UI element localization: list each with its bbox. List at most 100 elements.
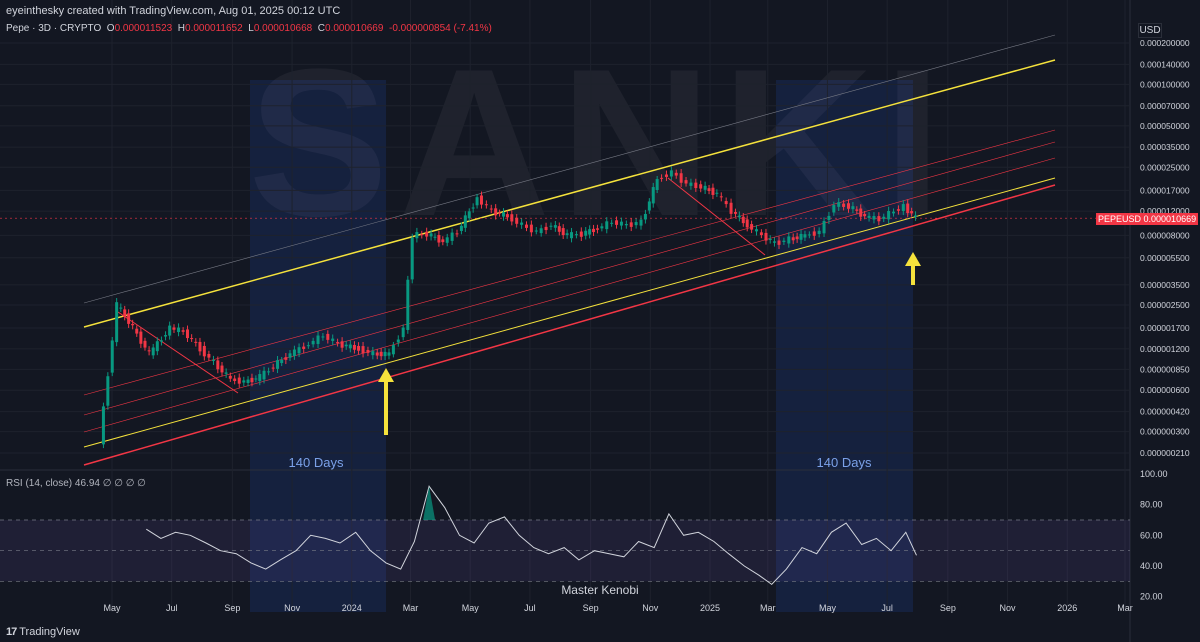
rsi-tick-label: 60.00	[1140, 530, 1163, 540]
tv-brand-label: TradingView	[19, 626, 80, 638]
time-tick-label: Sep	[583, 603, 599, 613]
candle-body	[822, 221, 826, 234]
candle-body	[505, 214, 509, 218]
trendline-layer	[0, 34, 1130, 466]
candle-body	[172, 327, 176, 330]
symbol-label[interactable]: Pepe · 3D · CRYPTO	[6, 23, 102, 34]
candle-body	[316, 335, 320, 344]
signature-label: Master Kenobi	[561, 583, 638, 597]
candle-body	[396, 339, 400, 343]
decline-arrow-line-1	[117, 311, 239, 394]
high-value: 0.000011652	[185, 23, 243, 34]
price-tick-label: 0.000005500	[1140, 253, 1190, 263]
candle-body	[832, 205, 836, 213]
price-tick-label: 0.000017000	[1140, 185, 1190, 195]
candle-body	[371, 351, 375, 356]
open-label: O	[106, 23, 115, 34]
candle-body	[366, 349, 370, 353]
candle-body	[101, 406, 105, 445]
days-label-left: 140 Days	[289, 455, 344, 470]
candle-body	[429, 233, 433, 237]
candle-body	[228, 375, 232, 379]
candle-body	[561, 228, 565, 236]
candle-body	[745, 219, 749, 228]
candle-body	[539, 228, 543, 234]
candle-body	[906, 203, 910, 214]
candle-body	[151, 347, 155, 356]
candle-body	[699, 184, 703, 189]
price-tick-label: 0.000100000	[1140, 79, 1190, 89]
candle-body	[271, 367, 275, 369]
axes-layer: 0.000200000 0.000140000 0.000100000 0.00007…	[103, 38, 1189, 613]
candle-body	[202, 345, 206, 357]
price-tick-label: 0.000001700	[1140, 323, 1190, 333]
candle-body	[127, 313, 131, 324]
candle-body	[190, 338, 194, 340]
candle-body	[624, 224, 628, 226]
yellow-arrow-head	[905, 252, 921, 266]
decline-arrow-line-2	[667, 177, 766, 256]
rsi-legend[interactable]: RSI (14, close) 46.94 ∅ ∅ ∅ ∅	[6, 478, 146, 489]
days-label-right: 140 Days	[817, 455, 872, 470]
candle-body	[851, 206, 855, 210]
candle-body	[579, 231, 583, 237]
candle-body	[211, 360, 215, 362]
candle-body	[284, 357, 288, 360]
close-value: 0.000010669	[325, 23, 384, 34]
candle-body	[383, 351, 387, 357]
candle-body	[321, 336, 325, 338]
highlight-zone-right	[776, 80, 913, 612]
candle-body	[450, 232, 454, 241]
candle-body	[759, 232, 763, 236]
candle-body	[799, 233, 803, 240]
candle-body	[425, 231, 429, 237]
candle-body	[557, 226, 561, 232]
time-tick-label: 2026	[1057, 603, 1077, 613]
candle-body	[724, 201, 728, 205]
annotation-layer: 140 Days 140 Days Master Kenobi	[289, 252, 921, 597]
candle-body	[143, 340, 147, 348]
price-tick-label: 0.000000600	[1140, 385, 1190, 395]
candle-body	[600, 226, 604, 229]
time-tick-label: Jul	[524, 603, 536, 613]
candle-body	[544, 226, 548, 231]
candle-body	[131, 323, 135, 326]
candle-body	[352, 345, 356, 350]
time-tick-label: Sep	[224, 603, 240, 613]
candle-body	[615, 220, 619, 225]
rsi-layer	[0, 485, 1130, 586]
time-tick-label: Mar	[1117, 603, 1133, 613]
candle-body	[807, 234, 811, 236]
candle-body	[629, 222, 633, 227]
candle-body	[647, 201, 651, 211]
candles-layer	[101, 166, 918, 449]
candle-body	[106, 376, 110, 406]
candle-body	[501, 212, 505, 217]
candle-body	[534, 230, 538, 232]
candle-body	[827, 215, 831, 220]
candle-body	[782, 240, 786, 242]
candle-body	[703, 185, 707, 190]
candle-body	[892, 211, 896, 214]
candle-body	[877, 216, 881, 222]
candle-body	[391, 345, 395, 355]
candle-body	[812, 231, 816, 236]
candle-body	[764, 232, 768, 241]
tradingview-logo[interactable]: 17 TradingView	[6, 626, 80, 638]
candle-body	[863, 214, 867, 217]
candle-body	[817, 230, 821, 234]
candle-body	[595, 228, 599, 230]
outer-parallel-line	[83, 34, 1056, 304]
candle-body	[123, 309, 127, 317]
candle-body	[741, 216, 745, 224]
candle-body	[467, 211, 471, 219]
price-tick-label: 0.000140000	[1140, 59, 1190, 69]
rsi-tick-label: 100.00	[1140, 469, 1168, 479]
candle-body	[669, 170, 673, 177]
currency-button[interactable]: USD	[1138, 23, 1162, 38]
candle-body	[415, 232, 419, 239]
lower-channel-line	[83, 177, 1056, 448]
candle-body	[258, 374, 262, 382]
candle-body	[185, 329, 189, 339]
mid-parallel-line-2	[83, 141, 1056, 416]
